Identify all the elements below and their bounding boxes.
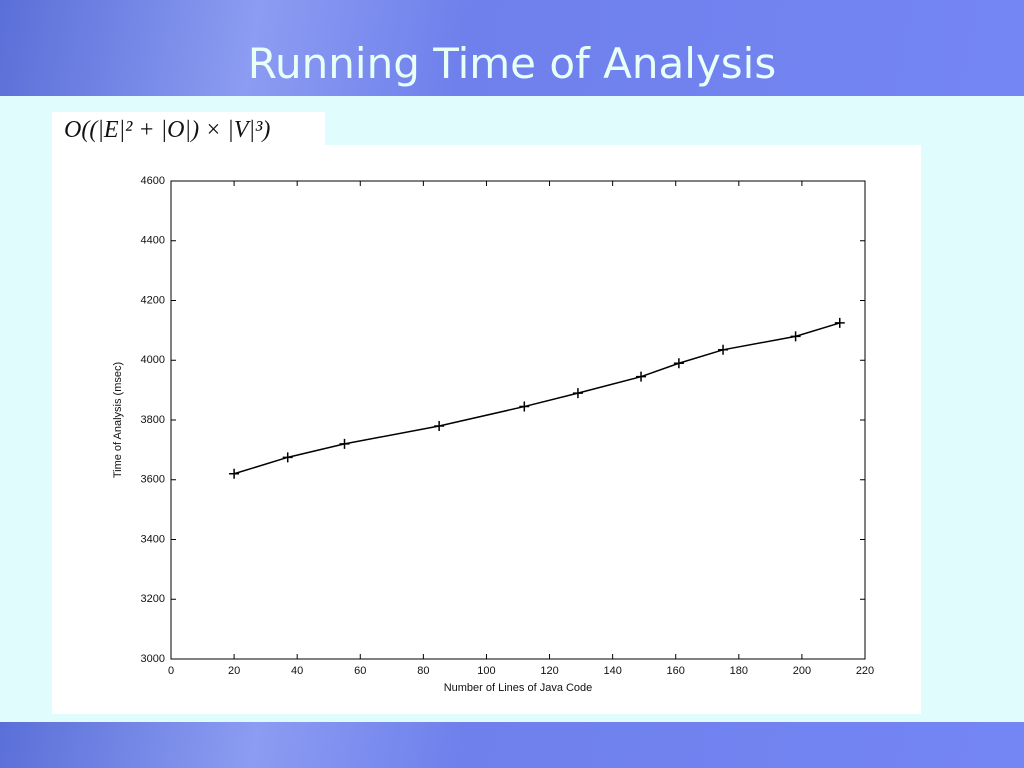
point-marker (229, 468, 240, 479)
plot-frame (170, 180, 866, 660)
x-axis-label: Number of Lines of Java Code (444, 682, 593, 694)
x-tick-label: 180 (730, 665, 748, 677)
y-tick-label: 4000 (141, 354, 165, 366)
x-tick-label: 160 (667, 665, 685, 677)
x-tick-label: 40 (291, 665, 303, 677)
slide-title: Running Time of Analysis (247, 39, 777, 88)
x-tick-label: 20 (228, 665, 240, 677)
x-tick-label: 220 (856, 665, 874, 677)
formula: O((|E|² + |O|) × |V|³) (52, 112, 325, 148)
x-tick-label: 120 (540, 665, 558, 677)
y-tick-label: 4200 (141, 294, 165, 306)
point-marker (282, 452, 293, 463)
y-tick-label: 3800 (141, 414, 165, 426)
y-tick-label: 3000 (141, 653, 165, 665)
x-tick-label: 60 (354, 665, 366, 677)
y-tick-label: 3400 (141, 533, 165, 545)
point-marker (636, 371, 647, 382)
point-marker (834, 317, 845, 328)
y-tick-label: 4600 (141, 175, 165, 187)
point-marker (339, 438, 350, 449)
x-tick-label: 140 (603, 665, 621, 677)
chart-panel (52, 145, 921, 714)
y-axis-label: Time of Analysis (msec) (112, 362, 124, 478)
x-tick-label: 0 (168, 665, 174, 677)
x-tick-label: 100 (477, 665, 495, 677)
y-tick-label: 4400 (141, 235, 165, 247)
y-tick-label: 3600 (141, 474, 165, 486)
point-marker (790, 331, 801, 342)
point-marker (572, 388, 583, 399)
x-tick-label: 200 (793, 665, 811, 677)
point-marker (718, 344, 729, 355)
point-marker (673, 358, 684, 369)
footer-band (0, 722, 1024, 768)
point-marker (434, 420, 445, 431)
series-line (233, 322, 840, 475)
x-tick-label: 80 (417, 665, 429, 677)
point-marker (519, 401, 530, 412)
header-band (0, 0, 1024, 96)
y-tick-label: 3200 (141, 593, 165, 605)
